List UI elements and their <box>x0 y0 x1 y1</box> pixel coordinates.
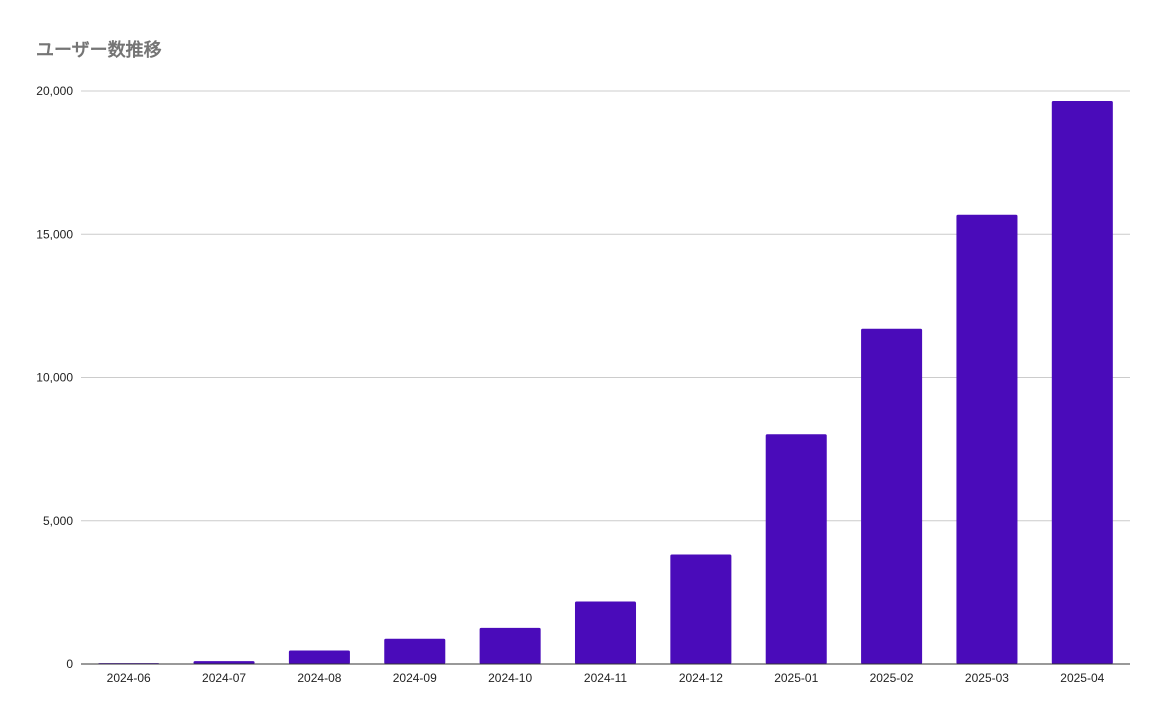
x-tick-label: 2025-04 <box>1060 671 1104 685</box>
x-tick-label: 2024-08 <box>297 671 341 685</box>
bars <box>98 101 1113 665</box>
x-tick-label: 2024-12 <box>679 671 723 685</box>
bar-2024-07 <box>193 661 255 664</box>
x-axis-ticks: 2024-06 2024-07 2024-08 2024-09 2024-10 2024-… <box>107 671 1105 685</box>
bar-2024-12 <box>670 554 732 664</box>
chart-title: ユーザー数推移 <box>36 40 162 61</box>
x-tick-label: 2024-09 <box>393 671 437 685</box>
gridlines <box>81 90 1130 522</box>
bar-2024-09 <box>384 638 446 664</box>
y-tick-label: 10,000 <box>36 371 73 385</box>
x-tick-label: 2025-01 <box>774 671 818 685</box>
x-tick-label: 2024-10 <box>488 671 532 685</box>
bar-2025-01 <box>765 434 827 664</box>
bar-2024-11 <box>574 601 637 664</box>
x-tick-label: 2025-03 <box>965 671 1009 685</box>
bar-2024-08 <box>288 650 350 664</box>
y-tick-label: 0 <box>66 657 73 671</box>
x-tick-label: 2025-02 <box>870 671 914 685</box>
x-tick-label: 2024-07 <box>202 671 246 685</box>
y-tick-label: 20,000 <box>36 84 73 98</box>
y-tick-label: 15,000 <box>36 227 73 241</box>
x-tick-label: 2024-06 <box>107 671 151 685</box>
y-axis-ticks: 0 5,000 10,000 15,000 20,000 <box>36 84 73 671</box>
bar-2024-10 <box>479 627 541 664</box>
bar-2025-02 <box>861 328 923 664</box>
x-tick-label: 2024-11 <box>584 671 627 685</box>
bar-2025-04 <box>1051 101 1113 665</box>
bar-2025-03 <box>956 214 1018 664</box>
y-tick-label: 5,000 <box>43 514 73 528</box>
